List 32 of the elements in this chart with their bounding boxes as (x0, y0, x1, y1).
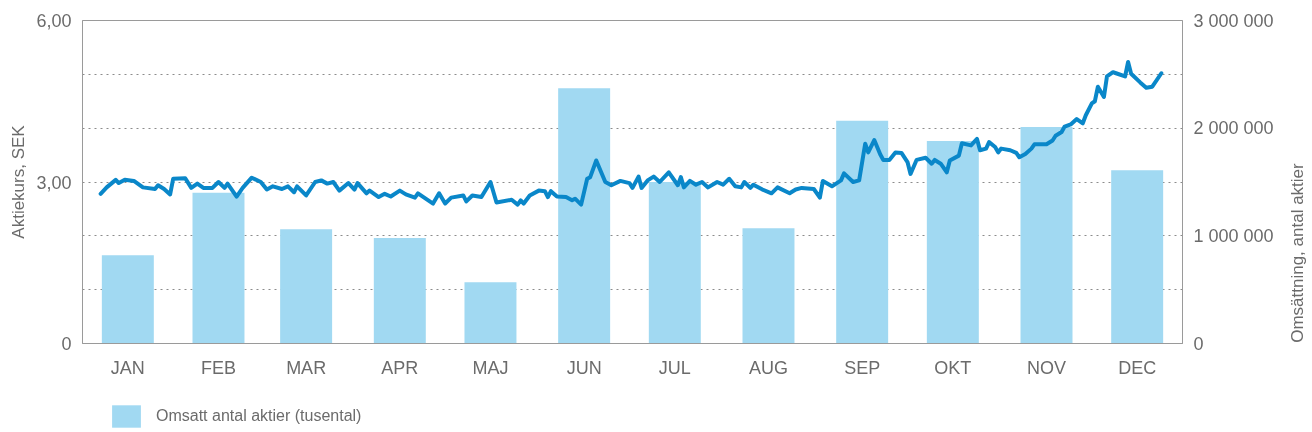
bar (1020, 127, 1073, 344)
bar (1111, 170, 1164, 344)
bar (648, 182, 701, 344)
x-tick-label: FEB (200, 357, 236, 378)
x-tick-label: SEP (844, 357, 881, 378)
bar (558, 88, 611, 344)
x-tick-label: MAR (286, 357, 327, 378)
x-tick-label: MAJ (472, 357, 509, 378)
legend-label: Omsatt antal aktier (tusental) (156, 406, 362, 426)
x-tick-label: NOV (1027, 357, 1067, 378)
bar (742, 228, 795, 344)
y2-axis-title: Omsättning, antal aktier (1288, 162, 1307, 343)
bar (373, 237, 426, 344)
bar (836, 120, 889, 344)
y2-tick-label: 1 000 000 (1193, 225, 1274, 246)
y-tick-label: 3,00 (36, 172, 72, 193)
y-tick-label: 6,00 (36, 11, 72, 31)
x-tick-label: DEC (1118, 357, 1157, 378)
x-tick-label: AUG (748, 357, 788, 378)
y2-tick-label: 2 000 000 (1193, 118, 1274, 139)
x-tick-label: JUL (658, 357, 691, 378)
x-tick-label: JUN (566, 357, 602, 378)
y2-tick-label: 0 (1193, 333, 1204, 354)
bar (280, 229, 333, 344)
y2-tick-label: 3 000 000 (1193, 10, 1274, 31)
x-tick-label: APR (381, 357, 419, 378)
bar (926, 141, 979, 344)
y-tick-label: 0 (61, 334, 72, 354)
bar (464, 282, 517, 344)
x-tick-label: JAN (110, 357, 145, 378)
x-tick-label: OKT (934, 357, 972, 378)
y-axis-title: Aktiekurs, SEK (9, 124, 29, 239)
